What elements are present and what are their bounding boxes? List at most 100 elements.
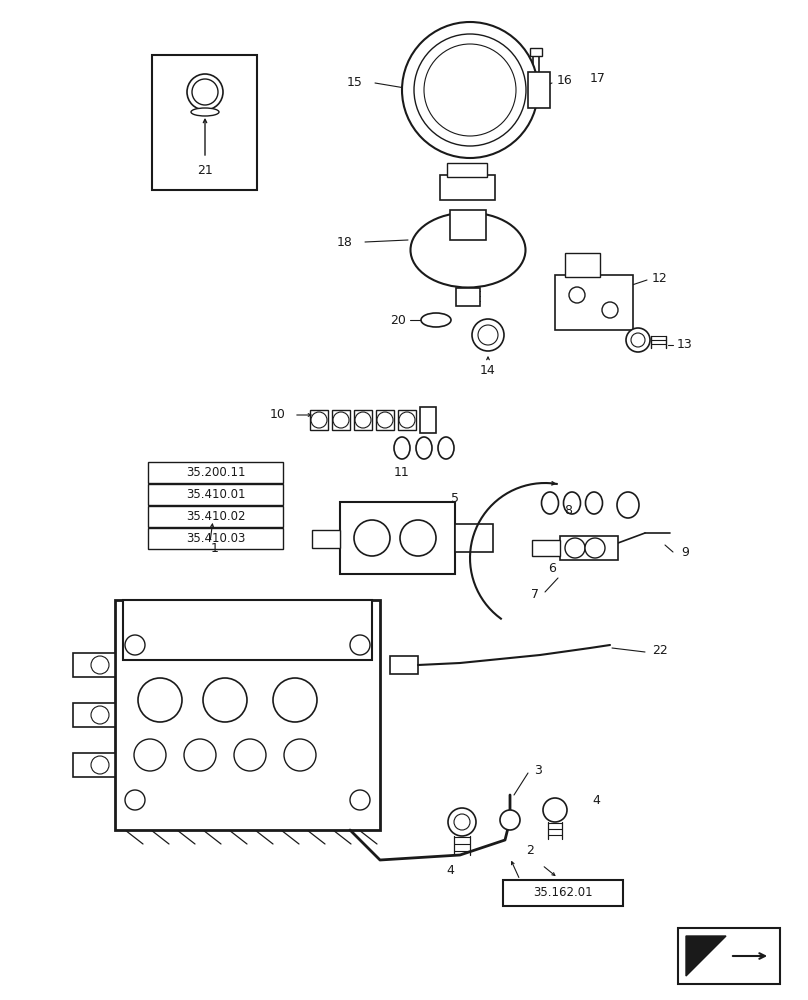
Text: 13: 13 <box>677 338 693 352</box>
Bar <box>456 288 480 306</box>
Text: 2: 2 <box>526 844 534 856</box>
Ellipse shape <box>410 213 525 288</box>
Bar <box>398 410 416 430</box>
Text: 20: 20 <box>390 314 406 326</box>
Circle shape <box>125 635 145 655</box>
Text: 11: 11 <box>394 466 410 479</box>
Circle shape <box>631 333 645 347</box>
Bar <box>420 407 436 433</box>
Circle shape <box>350 635 370 655</box>
Circle shape <box>626 328 650 352</box>
Circle shape <box>187 74 223 110</box>
Circle shape <box>134 739 166 771</box>
Bar <box>73 703 115 727</box>
Circle shape <box>203 678 247 722</box>
Bar <box>148 462 283 483</box>
Circle shape <box>192 79 218 105</box>
Bar <box>340 502 455 574</box>
Text: 9: 9 <box>681 546 689 558</box>
Bar <box>123 600 372 660</box>
Ellipse shape <box>586 492 603 514</box>
Text: 4: 4 <box>592 794 600 806</box>
Bar <box>390 656 418 674</box>
Circle shape <box>273 678 317 722</box>
Ellipse shape <box>191 108 219 116</box>
Text: 35.410.03: 35.410.03 <box>186 532 245 545</box>
Circle shape <box>500 810 520 830</box>
Circle shape <box>355 412 371 428</box>
Circle shape <box>399 412 415 428</box>
Text: 3: 3 <box>534 764 542 776</box>
Ellipse shape <box>438 437 454 459</box>
Text: 35.162.01: 35.162.01 <box>533 886 593 900</box>
Circle shape <box>284 739 316 771</box>
Text: 35.410.01: 35.410.01 <box>186 488 246 501</box>
Text: 5: 5 <box>451 491 459 504</box>
Circle shape <box>377 412 393 428</box>
Ellipse shape <box>617 492 639 518</box>
Circle shape <box>350 790 370 810</box>
Circle shape <box>543 798 567 822</box>
Circle shape <box>184 739 216 771</box>
Bar <box>447 163 487 177</box>
Bar <box>450 210 486 240</box>
Ellipse shape <box>421 313 451 327</box>
Bar <box>73 753 115 777</box>
Circle shape <box>311 412 327 428</box>
Circle shape <box>138 678 182 722</box>
Ellipse shape <box>416 437 432 459</box>
Text: 35.200.11: 35.200.11 <box>186 466 246 479</box>
Bar <box>376 410 394 430</box>
Text: 4: 4 <box>446 863 454 876</box>
Bar <box>678 928 780 984</box>
Bar <box>148 506 283 527</box>
Circle shape <box>448 808 476 836</box>
Ellipse shape <box>394 437 410 459</box>
Bar <box>528 72 550 108</box>
Text: 21: 21 <box>197 163 213 176</box>
Text: 17: 17 <box>590 72 606 85</box>
Polygon shape <box>686 936 726 976</box>
Circle shape <box>125 790 145 810</box>
Circle shape <box>565 538 585 558</box>
Bar <box>312 530 340 548</box>
Bar <box>503 880 623 906</box>
Circle shape <box>478 325 498 345</box>
Circle shape <box>585 538 605 558</box>
Circle shape <box>472 319 504 351</box>
Ellipse shape <box>563 492 580 514</box>
Circle shape <box>333 412 349 428</box>
Bar <box>73 653 115 677</box>
Circle shape <box>569 287 585 303</box>
Bar <box>532 540 560 556</box>
Text: 14: 14 <box>480 363 496 376</box>
Bar <box>354 410 372 430</box>
Circle shape <box>234 739 266 771</box>
Circle shape <box>400 520 436 556</box>
Bar <box>555 275 633 330</box>
Bar <box>152 55 257 190</box>
Text: 8: 8 <box>564 504 572 516</box>
Circle shape <box>602 302 618 318</box>
Bar <box>440 175 495 200</box>
Bar <box>560 536 618 560</box>
Text: 7: 7 <box>531 588 539 601</box>
Bar <box>115 600 380 830</box>
Bar <box>148 484 283 505</box>
Text: 18: 18 <box>337 235 353 248</box>
Circle shape <box>354 520 390 556</box>
Bar <box>332 410 350 430</box>
Bar <box>455 524 493 552</box>
Bar <box>310 410 328 430</box>
Text: 15: 15 <box>347 77 363 90</box>
Text: 6: 6 <box>548 562 556 574</box>
Circle shape <box>91 756 109 774</box>
Circle shape <box>424 44 516 136</box>
Text: 22: 22 <box>652 644 668 656</box>
Bar <box>530 48 542 56</box>
Circle shape <box>91 706 109 724</box>
Text: 12: 12 <box>652 271 668 284</box>
Text: 1: 1 <box>211 542 219 554</box>
Text: 16: 16 <box>558 74 573 87</box>
Circle shape <box>414 34 526 146</box>
